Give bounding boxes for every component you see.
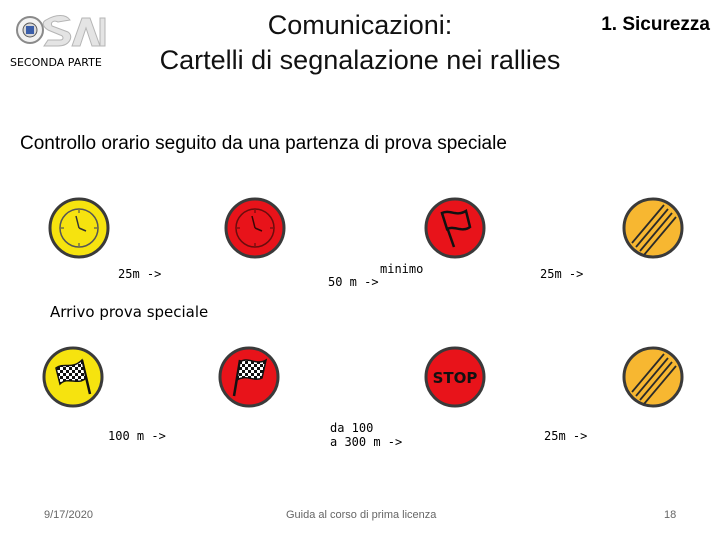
aci-csai-logo [16,15,106,47]
distance-label: 100 m -> [108,429,166,443]
red-clock-sign-icon [224,197,286,259]
page-number: 18 [664,509,677,521]
title-line-2: Cartelli di segnalazione nei rallies [159,45,561,75]
red-flag-sign-icon [424,197,486,259]
end-zone-sign-icon [622,346,684,408]
yellow-checkered-flag-sign-icon [42,346,104,408]
section-heading: Arrivo prova speciale [50,303,209,321]
distance-label: da 100 [330,421,374,435]
stop-sign-text: STOP [433,369,478,387]
section-label: SECONDA PARTE [10,56,102,69]
slide-subtitle: Controllo orario seguito da una partenza… [20,133,507,154]
title-line-1: Comunicazioni: [267,10,453,40]
distance-label: 50 m -> [328,275,379,289]
footer-date: 9/17/2020 [44,509,93,521]
footer-title: Guida al corso di prima licenza [286,509,437,521]
yellow-clock-sign-icon [48,197,110,259]
distance-label: 25m -> [118,267,162,281]
distance-label: a 300 m -> [330,435,403,449]
page-title: Comunicazioni: Cartelli di segnalazione … [130,8,590,78]
topic-label: 1. Sicurezza [601,14,710,35]
distance-label: minimo [380,262,424,276]
distance-label: 25m -> [540,267,584,281]
red-checkered-flag-sign-icon [218,346,280,408]
distance-label: 25m -> [544,429,588,443]
stop-sign-icon: STOP [424,346,486,408]
end-zone-sign-icon [622,197,684,259]
